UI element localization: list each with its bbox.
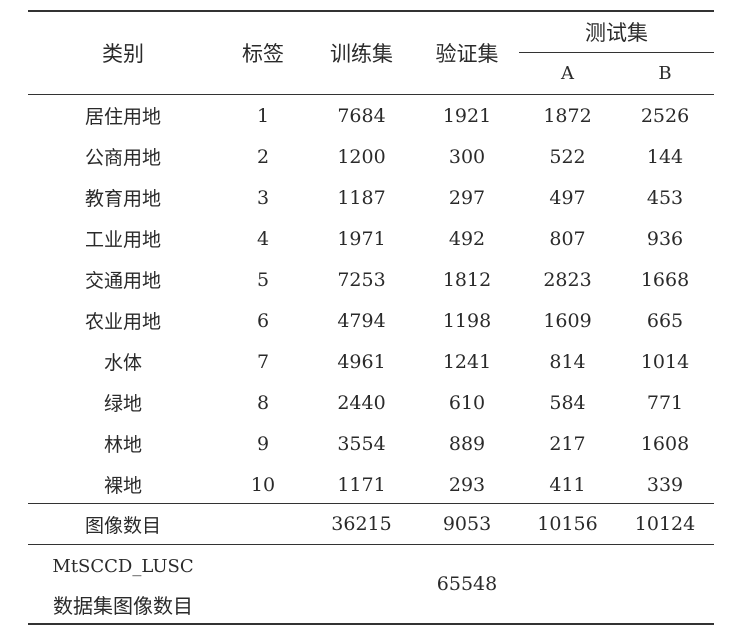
cell-category: 居住用地 [84,106,161,128]
cell-val: 300 [448,145,486,168]
cell-train: 1971 [337,227,386,250]
cell-train: 2440 [337,391,386,414]
dataset-name: MtSCCD_LUSC [52,555,194,577]
cell-train: 4961 [337,350,386,373]
cell-label: 5 [256,268,270,291]
top-rule [28,10,714,12]
cell-val: 1812 [442,268,492,291]
cell-label: 6 [256,309,270,332]
totals-bottom-rule [28,544,714,545]
dataset-count-label: 数据集图像数目 [53,593,193,618]
cell-val: 610 [448,391,486,414]
cell-test-a: 814 [549,350,586,373]
cell-val: 889 [448,432,486,455]
cell-test-b: 1608 [640,432,690,455]
totals-top-rule [28,503,714,504]
cell-train: 1171 [337,473,386,496]
cell-label: 2 [256,145,270,168]
data-table: 类别 标签 训练集 验证集 测试集 A B 居住用地 1 7684 1921 1872 2… [28,10,714,625]
cell-val: 492 [448,227,486,250]
cell-category: 林地 [103,434,142,456]
cell-test-b: 2526 [640,104,690,127]
cell-test-a: 497 [549,186,586,209]
cell-test-a: 584 [549,391,586,414]
cell-test-a: 2823 [543,268,592,291]
cell-category: 工业用地 [84,229,161,251]
cell-val: 1921 [442,104,492,127]
bottom-rule [28,623,714,625]
cell-label: 4 [256,227,270,250]
header-label: 标签 [242,41,284,66]
cell-label: 1 [256,104,270,127]
cell-label: 8 [256,391,270,414]
cell-test-a: 807 [549,227,586,250]
cell-label: 3 [256,186,270,209]
cell-train: 7253 [337,268,386,291]
header-rule [28,94,714,95]
cell-category: 交通用地 [84,270,161,292]
header-test: 测试集 [585,20,648,45]
cell-category: 教育用地 [84,188,161,210]
cell-category: 裸地 [103,475,142,497]
cell-train: 3554 [337,432,386,455]
cell-test-a: 522 [549,145,586,168]
cell-test-a: 411 [549,473,586,496]
test-subheader-rule [519,52,714,53]
cell-test-b: 1668 [640,268,690,291]
cell-test-a: 1609 [543,309,592,332]
cell-category: 绿地 [103,393,142,415]
totals-test-b: 10124 [634,513,696,535]
cell-val: 297 [448,186,486,209]
cell-test-b: 665 [646,309,684,332]
cell-category: 农业用地 [84,311,161,333]
cell-test-a: 217 [549,432,586,455]
cell-train: 7684 [337,104,386,127]
cell-val: 293 [448,473,486,496]
cell-test-a: 1872 [543,104,592,127]
cell-category: 公商用地 [84,147,161,169]
cell-val: 1241 [442,350,492,373]
cell-label: 7 [256,350,270,373]
cell-val: 1198 [442,309,492,332]
cell-train: 4794 [337,309,386,332]
cell-train: 1200 [337,145,386,168]
header-val: 验证集 [435,41,499,66]
cell-test-b: 936 [646,227,684,250]
header-test-b: B [658,63,672,84]
cell-test-b: 339 [646,473,684,496]
cell-test-b: 1014 [640,350,690,373]
cell-test-b: 771 [646,391,684,414]
header-train: 训练集 [330,41,393,66]
cell-label: 10 [250,473,276,496]
totals-test-a: 10156 [537,513,598,535]
cell-test-b: 453 [646,186,684,209]
totals-train: 36215 [331,513,392,535]
dataset-total: 65548 [436,573,498,595]
header-test-a: A [561,63,574,84]
cell-test-b: 144 [646,145,684,168]
totals-val: 9053 [442,513,492,535]
totals-label: 图像数目 [84,514,161,537]
cell-category: 水体 [103,352,142,374]
cell-label: 9 [256,432,270,455]
cell-train: 1187 [337,186,386,209]
header-category: 类别 [102,41,144,66]
